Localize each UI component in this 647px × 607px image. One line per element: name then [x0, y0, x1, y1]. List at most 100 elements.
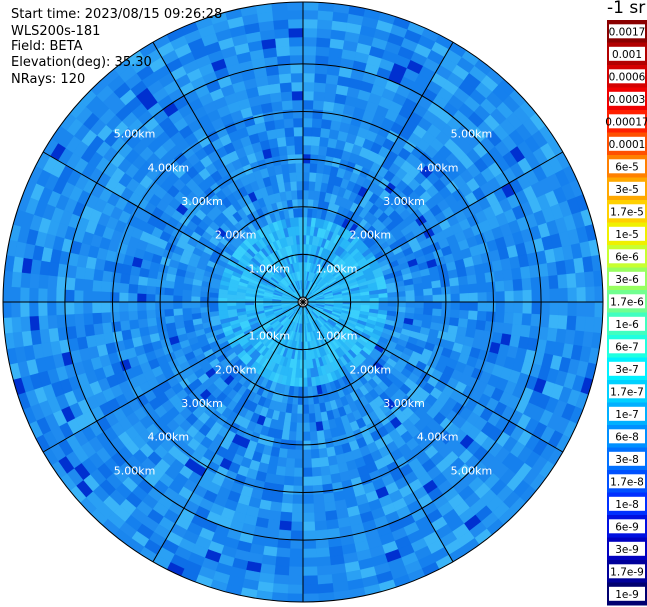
field-cell [558, 287, 569, 303]
field-cell [576, 301, 587, 318]
field-cell [302, 135, 312, 146]
field-cell [302, 1, 319, 11]
field-cell [530, 276, 541, 291]
field-cell [441, 301, 452, 310]
field-cell [138, 326, 150, 337]
field-cell [266, 74, 281, 85]
field-cell [414, 307, 425, 315]
field-cell [128, 274, 140, 285]
field-cell [286, 448, 296, 460]
field-cell [91, 290, 102, 303]
colorbar: 0.0017 0.001 0.0006 0.0003 0.00017 0.0001 6e-5… [605, 20, 647, 606]
field-cell [450, 301, 461, 311]
field-cell [302, 126, 313, 137]
field-cell [513, 290, 524, 303]
field-cell [457, 318, 469, 329]
field-cell [29, 273, 40, 289]
field-cell [494, 280, 505, 293]
field-cell [328, 464, 340, 476]
field-cell [283, 181, 292, 192]
field-cell [302, 476, 313, 487]
field-cell [287, 584, 304, 595]
field-cell [295, 440, 304, 451]
field-cell [46, 288, 57, 303]
field-cell [302, 99, 314, 110]
field-cell [369, 297, 380, 303]
field-cell [73, 301, 84, 315]
field-cell [522, 289, 533, 303]
field-cell [313, 511, 327, 522]
field-cell [585, 286, 596, 303]
field-cell [280, 91, 293, 102]
field-cell [302, 467, 313, 478]
range-ring-label: 5.00km [451, 128, 493, 141]
nrays-label: NRays: 120 [11, 72, 86, 87]
field-cell [423, 294, 434, 303]
field-cell [226, 305, 237, 311]
field-cell [82, 290, 93, 303]
field-cell [268, 137, 279, 149]
field-cell [584, 316, 595, 333]
start-time-label: Start time: 2023/08/15 09:26:28 [11, 7, 223, 22]
field-cell [321, 109, 334, 121]
field-cell [502, 322, 514, 336]
field-cell [467, 283, 479, 294]
field-cell [309, 431, 318, 442]
range-ring-label: 3.00km [383, 195, 425, 208]
field-cell [513, 301, 524, 314]
field-cell [302, 584, 319, 595]
field-cell [38, 274, 49, 289]
field-cell [100, 291, 111, 303]
field-cell [287, 593, 304, 603]
field-cell [302, 503, 315, 514]
field-cell [310, 135, 321, 147]
field-cell [314, 412, 323, 423]
field-cell [302, 521, 316, 532]
field-cell [28, 301, 39, 317]
colorbar-tick-label: 1e-9 [615, 589, 639, 601]
field-cell [74, 277, 85, 291]
field-cell [290, 72, 304, 83]
field-cell [504, 290, 515, 303]
field-cell [82, 301, 93, 314]
field-cell [109, 301, 120, 313]
field-cell [137, 275, 149, 286]
field-cell [316, 556, 331, 567]
field-cell [494, 311, 505, 324]
field-cell [302, 422, 311, 433]
field-cell [594, 301, 604, 318]
field-cell [136, 301, 147, 311]
field-cell [548, 274, 559, 290]
field-cell [269, 91, 283, 103]
field-cell [317, 10, 334, 21]
field-cell [295, 171, 304, 182]
field-cell [266, 128, 278, 140]
field-cell [302, 557, 318, 568]
field-cell [302, 171, 311, 182]
field-cell [285, 135, 296, 147]
field-cell [235, 301, 246, 306]
field-cell [172, 308, 183, 316]
field-cell [557, 274, 568, 289]
field-cell [321, 118, 333, 130]
field-cell [447, 269, 459, 280]
field-cell [11, 271, 22, 288]
colorbar-tick-label: 1.7e-9 [610, 566, 644, 578]
field-cell [477, 301, 488, 312]
field-cell [423, 288, 434, 296]
field-cell [190, 307, 201, 314]
colorbar-tick-label: 3e-7 [615, 364, 639, 376]
field-cell [432, 301, 443, 310]
field-cell [432, 308, 443, 317]
field-cell [294, 135, 304, 146]
field-cell [493, 270, 505, 283]
field-cell [2, 301, 12, 318]
field-cell [136, 293, 147, 303]
colorbar-tick-label: 0.00017 [605, 116, 647, 128]
range-ring-label: 4.00km [148, 431, 190, 444]
field-cell [540, 301, 551, 316]
field-cell [322, 492, 335, 504]
field-cell [288, 36, 304, 47]
field-cell [47, 314, 58, 330]
field-cell [493, 321, 505, 334]
